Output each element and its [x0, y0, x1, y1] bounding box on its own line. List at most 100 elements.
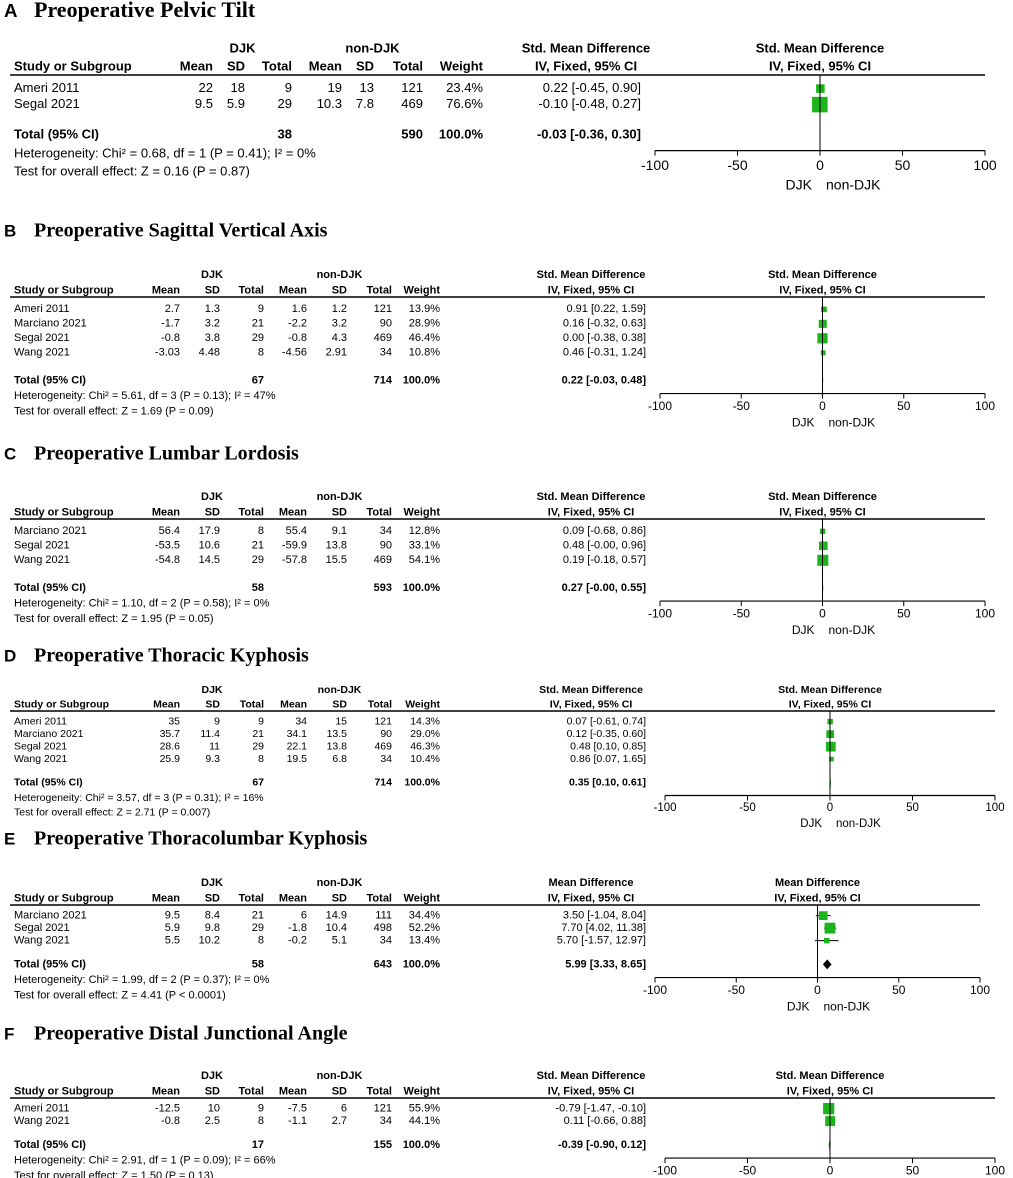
cell: 111	[375, 910, 392, 922]
cell: -54.8	[155, 554, 180, 566]
overall-effect: Test for overall effect: Z = 2.71 (P = 0…	[14, 807, 210, 819]
weight: 46.4%	[409, 332, 440, 344]
column-header: IV, Fixed, 95% CI	[548, 284, 634, 296]
cell: 2.7	[332, 1115, 347, 1127]
column-header: Mean	[279, 892, 307, 904]
study-name: Wang 2021	[14, 935, 70, 947]
cell: 34	[295, 715, 307, 727]
column-header: IV, Fixed, 95% CI	[774, 892, 860, 904]
cell: 6	[301, 910, 307, 922]
column-header: SD	[205, 698, 220, 710]
cell: 2.91	[326, 347, 347, 359]
total-ci: 0.22 [-0.03, 0.48]	[562, 374, 647, 386]
cell: 29	[252, 740, 264, 752]
x-tick-label: -50	[728, 983, 746, 997]
total-n: 593	[374, 582, 392, 594]
effect-ci: 0.86 [0.07, 1.65]	[570, 753, 646, 765]
study-name: Ameri 2011	[14, 80, 80, 95]
cell: 15.5	[326, 554, 347, 566]
column-header: Mean	[152, 1085, 180, 1097]
weight: 14.3%	[410, 715, 440, 727]
column-header: IV, Fixed, 95% CI	[779, 506, 865, 518]
cell: -3.03	[155, 347, 180, 359]
cell: 90	[380, 318, 392, 330]
cell: 4.3	[332, 332, 347, 344]
column-header: SD	[332, 506, 347, 518]
favours-label: DJK	[792, 415, 815, 429]
x-tick-label: -100	[643, 983, 667, 997]
heterogeneity: Heterogeneity: Chi² = 0.68, df = 1 (P = …	[14, 145, 316, 160]
cell: 9	[285, 80, 292, 95]
total-n: 590	[401, 126, 423, 141]
x-tick-label: -50	[739, 802, 756, 814]
cell: 21	[252, 318, 264, 330]
column-header: SD	[332, 698, 347, 710]
weight: 23.4%	[446, 80, 483, 95]
x-tick-label: 50	[906, 802, 919, 814]
panel-title: Preoperative Distal Junctional Angle	[34, 1023, 348, 1045]
column-header: Study or Subgroup	[14, 1085, 114, 1097]
panel-letter: D	[4, 646, 16, 665]
x-tick-label: 0	[819, 399, 826, 413]
total-ci: 0.27 [-0.00, 0.55]	[562, 582, 647, 594]
column-header: SD	[205, 892, 220, 904]
study-name: Segal 2021	[14, 740, 67, 752]
total-label: Total (95% CI)	[14, 126, 99, 141]
column-header: IV, Fixed, 95% CI	[535, 59, 637, 74]
column-header: Total	[367, 506, 392, 518]
column-header: Study or Subgroup	[14, 59, 132, 74]
panel-letter: B	[4, 221, 16, 240]
panel-letter: C	[4, 444, 16, 463]
weight: 29.0%	[410, 728, 440, 740]
column-header: Total	[393, 59, 423, 74]
cell: 19	[328, 80, 342, 95]
group-header: DJK	[201, 491, 223, 503]
effect-ci: 0.91 [0.22, 1.59]	[566, 303, 646, 315]
cell: 90	[380, 540, 392, 552]
cell: 469	[374, 332, 392, 344]
cell: 14.9	[326, 910, 347, 922]
cell: -0.2	[288, 935, 307, 947]
column-header: SD	[205, 284, 220, 296]
weight: 13.9%	[409, 303, 440, 315]
cell: -7.5	[288, 1103, 307, 1115]
effect-header: Std. Mean Difference	[756, 40, 885, 55]
cell: 56.4	[159, 525, 180, 537]
total-ci: -0.39 [-0.90, 0.12]	[558, 1139, 646, 1151]
effect-header: Std. Mean Difference	[537, 1070, 646, 1082]
column-header: IV, Fixed, 95% CI	[548, 892, 634, 904]
panel-title: Preoperative Pelvic Tilt	[34, 0, 256, 22]
cell: 469	[374, 740, 392, 752]
total-label: Total (95% CI)	[14, 777, 83, 789]
cell: 9.5	[195, 96, 213, 111]
study-name: Marciano 2021	[14, 728, 84, 740]
column-header: Mean	[309, 59, 342, 74]
study-name: Segal 2021	[14, 922, 70, 934]
study-name: Marciano 2021	[14, 318, 87, 330]
cell: 90	[380, 728, 392, 740]
cell: 11.4	[200, 728, 220, 740]
total-n: 67	[252, 374, 264, 386]
study-name: Marciano 2021	[14, 525, 87, 537]
study-square	[824, 937, 830, 944]
group-header: DJK	[229, 40, 256, 55]
cell: 21	[252, 728, 264, 740]
weight: 52.2%	[409, 922, 440, 934]
total-ci: -0.03 [-0.36, 0.30]	[537, 126, 641, 141]
overall-effect: Test for overall effect: Z = 1.69 (P = 0…	[14, 406, 214, 418]
column-header: SD	[205, 506, 220, 518]
group-header: non-DJK	[317, 269, 363, 281]
effect-header: Std. Mean Difference	[522, 40, 651, 55]
weight: 55.9%	[409, 1103, 440, 1115]
cell: 10.3	[317, 96, 342, 111]
total-label: Total (95% CI)	[14, 1139, 86, 1151]
cell: 18	[231, 80, 245, 95]
column-header: SD	[356, 59, 374, 74]
column-header: IV, Fixed, 95% CI	[787, 1085, 873, 1097]
column-header: SD	[332, 892, 347, 904]
cell: 10	[208, 1103, 220, 1115]
effect-ci: 0.09 [-0.68, 0.86]	[563, 525, 646, 537]
study-square	[829, 756, 834, 762]
cell: 35	[168, 715, 180, 727]
favours-label: DJK	[800, 818, 822, 830]
